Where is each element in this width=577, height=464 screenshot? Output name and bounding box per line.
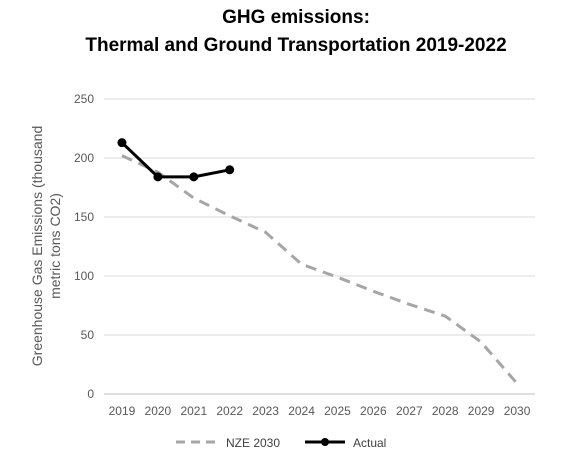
y-axis-ticks: 0 50 100 150 200 250 bbox=[74, 92, 94, 401]
chart-title-line-2: Thermal and Ground Transportation 2019-2… bbox=[85, 35, 506, 56]
x-tick-label: 2019 bbox=[109, 404, 136, 418]
x-tick-label: 2024 bbox=[288, 404, 315, 418]
series-layer bbox=[117, 138, 519, 385]
y-tick-label: 200 bbox=[74, 151, 94, 165]
x-tick-label: 2020 bbox=[145, 404, 172, 418]
data-point-actual bbox=[189, 172, 199, 182]
y-tick-label: 150 bbox=[74, 210, 94, 224]
y-axis-label-line-1: Greenhouse Gas Emissions (thousand bbox=[29, 126, 45, 366]
x-tick-label: 2029 bbox=[468, 404, 495, 418]
series-line-actual bbox=[120, 141, 230, 179]
x-tick-label: 2026 bbox=[360, 404, 387, 418]
x-tick-label: 2027 bbox=[396, 404, 423, 418]
data-point-actual bbox=[225, 165, 235, 175]
legend-marker-actual bbox=[321, 438, 329, 446]
gridlines bbox=[104, 98, 535, 395]
data-point-actual bbox=[153, 172, 163, 182]
series-line-nze-2030 bbox=[121, 154, 519, 385]
legend-label-actual: Actual bbox=[353, 436, 386, 450]
legend-label-nze-2030: NZE 2030 bbox=[226, 436, 280, 450]
y-tick-label: 50 bbox=[81, 328, 95, 342]
y-tick-label: 250 bbox=[74, 92, 94, 106]
legend: NZE 2030 Actual bbox=[176, 436, 386, 450]
chart-title-line-1: GHG emissions: bbox=[222, 7, 370, 28]
data-point-actual bbox=[117, 138, 127, 148]
x-tick-label: 2030 bbox=[504, 404, 531, 418]
y-tick-label: 0 bbox=[87, 387, 94, 401]
x-tick-label: 2023 bbox=[252, 404, 279, 418]
x-axis-ticks: 2019 2020 2021 2022 2023 2024 2025 2026 2027 2028… bbox=[109, 404, 531, 418]
x-tick-label: 2028 bbox=[432, 404, 459, 418]
y-axis-label-line-2: metric tons CO2) bbox=[47, 193, 63, 299]
x-tick-label: 2022 bbox=[216, 404, 243, 418]
x-tick-label: 2021 bbox=[180, 404, 207, 418]
y-tick-label: 100 bbox=[74, 269, 94, 283]
x-tick-label: 2025 bbox=[324, 404, 351, 418]
